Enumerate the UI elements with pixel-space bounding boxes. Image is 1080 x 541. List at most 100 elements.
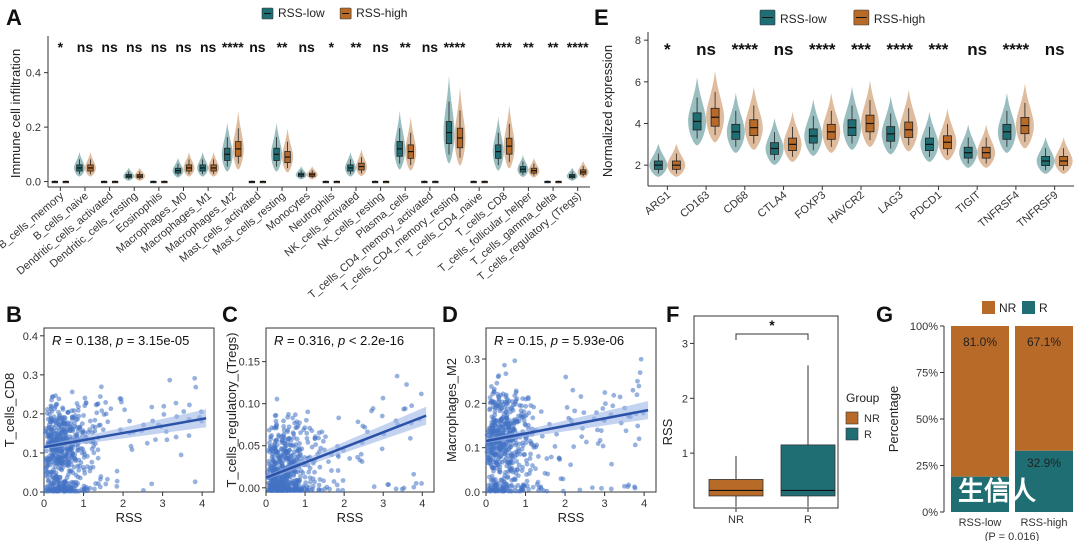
scatter-point xyxy=(81,413,86,418)
bar-segment-nr xyxy=(951,326,1009,477)
legend-label: R xyxy=(864,429,872,441)
scatter-point xyxy=(178,452,184,458)
scatter-point xyxy=(513,388,519,394)
scatter-point xyxy=(379,446,385,452)
scatter-point xyxy=(293,486,299,492)
scatter-point xyxy=(598,428,604,434)
scatter-point xyxy=(499,483,505,489)
scatter-point xyxy=(44,407,50,412)
scatter-point xyxy=(623,428,629,434)
scatter-point xyxy=(53,457,58,463)
scatter-point xyxy=(526,422,531,428)
scatter-point xyxy=(95,447,101,453)
significance-label: ns xyxy=(175,39,192,55)
scatter-point xyxy=(610,403,616,409)
significance-label: **** xyxy=(444,39,466,55)
significance-label: *** xyxy=(929,40,949,59)
x-tick-label: R xyxy=(804,514,812,526)
y-tick-label: 0.4 xyxy=(26,68,41,80)
scatter-point xyxy=(358,451,364,457)
scatter-point xyxy=(295,477,301,483)
bar-label-r: 32.9% xyxy=(1027,456,1061,470)
scatter-point xyxy=(413,480,419,486)
scatter-point xyxy=(286,459,291,465)
scatter-point xyxy=(508,444,514,450)
scatter-point xyxy=(570,387,576,393)
scatter-point xyxy=(321,478,326,484)
scatter-point xyxy=(153,437,158,443)
scatter-point xyxy=(273,460,278,466)
scatter-point xyxy=(527,455,533,461)
scatter-point xyxy=(508,466,514,472)
scatter-point xyxy=(504,482,510,488)
x-tick-label: 2 xyxy=(120,498,126,510)
box-nr xyxy=(708,479,764,497)
scatter-point xyxy=(609,461,614,467)
scatter-point xyxy=(503,371,509,377)
scatter-point xyxy=(68,452,74,458)
x-tick-label: 4 xyxy=(199,498,205,510)
scatter-point xyxy=(100,427,106,433)
scatter-point xyxy=(385,482,391,487)
legend-swatch xyxy=(1022,301,1035,314)
scatter-point xyxy=(533,466,538,472)
scatter-point xyxy=(94,410,100,416)
y-tick-label: 2 xyxy=(682,393,688,405)
scatter-point xyxy=(307,425,313,431)
scatter-point xyxy=(523,436,529,442)
scatter-point xyxy=(530,463,535,468)
significance-label: ns xyxy=(101,39,118,55)
scatter-point xyxy=(274,438,280,444)
scatter-point xyxy=(81,488,87,494)
y-axis-title: Percentage xyxy=(886,386,901,453)
scatter-point xyxy=(602,401,608,407)
scatter-point xyxy=(161,403,167,409)
scatter-point xyxy=(290,415,296,421)
scatter-point xyxy=(161,411,167,417)
box-r xyxy=(780,444,836,497)
scatter-point xyxy=(278,454,284,460)
scatter-point xyxy=(524,461,530,467)
scatter-point xyxy=(504,450,510,455)
scatter-point xyxy=(632,485,638,491)
x-tick-label: 0 xyxy=(263,498,269,510)
scatter-point xyxy=(316,435,321,441)
scatter-point xyxy=(272,413,278,419)
scatter-point xyxy=(492,423,498,429)
scatter-point xyxy=(487,395,493,401)
significance-label: ns xyxy=(249,39,266,55)
scatter-point xyxy=(622,483,627,489)
scatter-point xyxy=(52,406,58,412)
scatter-point xyxy=(635,378,640,384)
significance-label: **** xyxy=(809,40,836,59)
scatter-point xyxy=(548,454,554,460)
scatter-point xyxy=(71,408,77,414)
scatter-point xyxy=(291,473,297,478)
scatter-point xyxy=(108,406,114,412)
scatter-point xyxy=(519,446,525,452)
scatter-point xyxy=(418,391,424,397)
panel-label-b: B xyxy=(6,302,22,327)
scatter-point xyxy=(59,449,64,455)
scatter-point xyxy=(57,430,63,436)
scatter-point xyxy=(305,439,311,445)
scatter-point xyxy=(500,459,505,465)
correlation-stat-part: p xyxy=(337,333,345,348)
scatter-point xyxy=(491,404,496,410)
scatter-point xyxy=(63,488,69,494)
scatter-point xyxy=(297,420,302,426)
scatter-point xyxy=(68,428,73,434)
scatter-point xyxy=(92,486,97,492)
scatter-point xyxy=(181,409,187,414)
y-tick-label: 0.2 xyxy=(465,398,480,410)
scatter-point xyxy=(362,424,368,430)
scatter-point xyxy=(487,488,493,494)
x-tick-label: 1 xyxy=(302,498,308,510)
scatter-point xyxy=(92,417,98,423)
scatter-point xyxy=(542,470,548,476)
scatter-point xyxy=(287,487,293,493)
scatter-point xyxy=(572,408,578,414)
scatter-point xyxy=(281,487,287,493)
scatter-point xyxy=(538,409,544,415)
